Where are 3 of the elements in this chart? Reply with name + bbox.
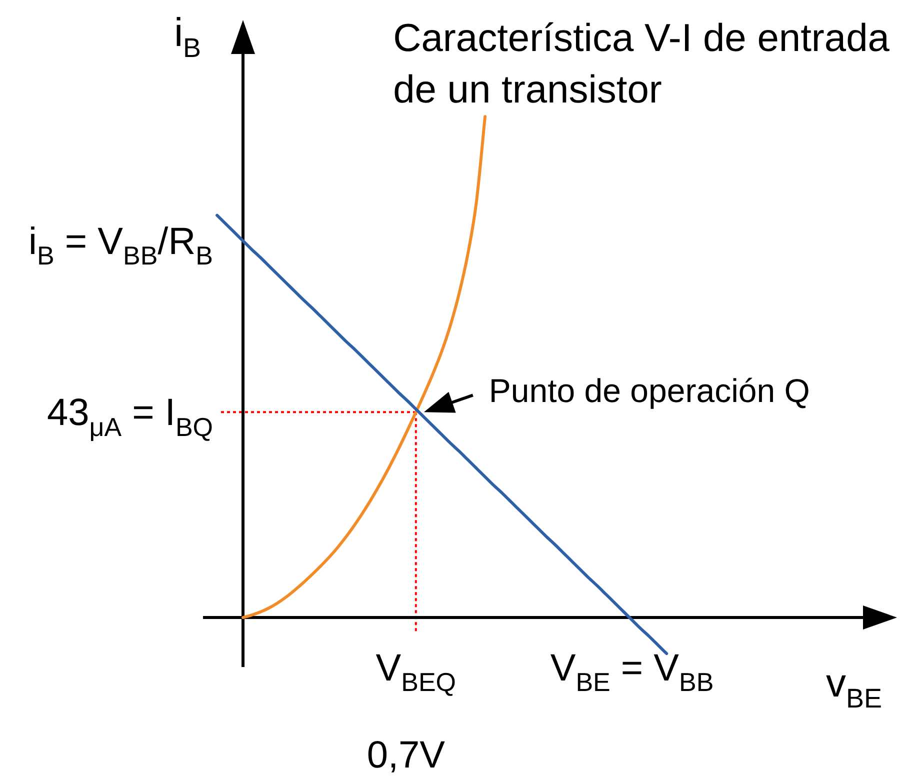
- annotation: Punto de operación Q: [488, 372, 810, 410]
- text: 0,7V: [366, 734, 446, 777]
- text: Característica V-I de entrada de un transistor: [393, 17, 890, 112]
